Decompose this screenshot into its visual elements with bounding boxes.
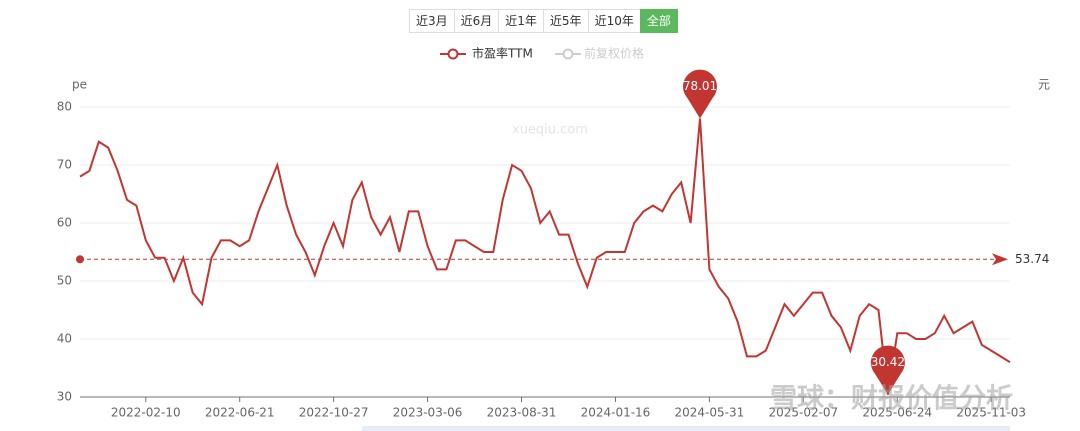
y-tick-label: 40: [57, 332, 72, 346]
x-tick-label: 2022-02-10: [111, 406, 181, 420]
legend-label: 前复权价格: [584, 46, 644, 61]
range-buttons: 近3月 近6月 近1年 近5年 近10年 全部: [409, 9, 678, 33]
legend-marker: [447, 48, 459, 60]
x-tick-label: 2023-03-06: [393, 406, 463, 420]
y-axis-label: pe: [72, 78, 87, 92]
zoom-bar: [362, 426, 1010, 431]
x-tick-label: 2024-01-16: [581, 406, 651, 420]
range-button[interactable]: 全部: [639, 9, 678, 33]
legend-marker: [562, 48, 574, 60]
pe-line: [79, 118, 1011, 395]
legend-label: 市盈率TTM: [472, 46, 533, 61]
average-label: 53.74: [1015, 252, 1049, 266]
x-tick-label: 2022-06-21: [205, 406, 275, 420]
average-start: [76, 255, 84, 264]
x-tick-label: 2025-06-24: [862, 406, 932, 420]
x-tick-label: 2023-08-31: [487, 406, 557, 420]
y-tick-label: 70: [57, 158, 72, 172]
y-tick-label: 30: [57, 390, 72, 404]
y-tick-label: 60: [57, 216, 72, 230]
y-tick-label: 80: [57, 100, 72, 114]
average-arrow: [992, 253, 1008, 266]
watermark: 雪球：财报价值分析: [770, 384, 1013, 415]
pin-marker: [683, 69, 717, 119]
pin-label: 30.42: [871, 355, 905, 369]
range-button[interactable]: 近6月: [453, 9, 500, 33]
range-button[interactable]: 近1年: [498, 9, 544, 33]
range-button[interactable]: 近3月: [409, 9, 455, 33]
pin-label: 78.01: [683, 79, 717, 93]
pin-marker: [870, 345, 905, 395]
range-button[interactable]: 近5年: [542, 9, 589, 33]
y-tick-label: 50: [57, 274, 72, 288]
watermark: xueqiu.com: [512, 123, 588, 138]
range-button[interactable]: 近10年: [587, 9, 641, 33]
x-tick-label: 2025-11-03: [956, 406, 1026, 420]
x-tick-label: 2024-05-31: [675, 406, 745, 420]
y2-axis-label: 元: [1038, 78, 1050, 92]
x-tick-label: 2022-10-27: [299, 406, 369, 420]
x-tick-label: 2025-02-07: [768, 406, 838, 420]
